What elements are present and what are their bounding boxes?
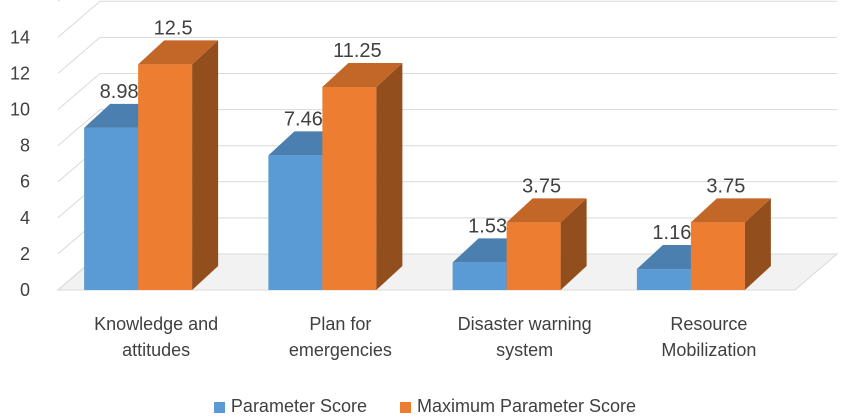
legend: Parameter Score Maximum Parameter Score xyxy=(0,396,850,417)
category-label: Mobilization xyxy=(661,340,756,360)
gridline-side xyxy=(57,37,101,74)
gridline-side xyxy=(57,0,101,38)
category-label: Knowledge and xyxy=(94,314,218,334)
y-tick-label: 12 xyxy=(10,63,30,83)
bar xyxy=(636,269,691,290)
data-label: 7.46 xyxy=(284,108,323,130)
bar xyxy=(690,222,745,290)
legend-item-parameter-score: Parameter Score xyxy=(213,396,367,417)
data-label: 3.75 xyxy=(522,175,561,197)
gridline-side xyxy=(57,109,101,146)
legend-swatch-parameter-score xyxy=(213,401,225,413)
data-label: 3.75 xyxy=(706,175,745,197)
data-label: 12.5 xyxy=(154,17,193,39)
bar xyxy=(506,222,561,290)
category-label: attitudes xyxy=(122,340,190,360)
y-tick-label: 4 xyxy=(20,208,30,228)
y-tick-label: 2 xyxy=(20,244,30,264)
bar-side xyxy=(560,198,587,290)
legend-item-maximum-parameter-score: Maximum Parameter Score xyxy=(400,396,636,417)
bar-top xyxy=(322,62,403,87)
legend-swatch-maximum-parameter-score xyxy=(400,401,411,413)
bar-top xyxy=(506,198,587,223)
bar xyxy=(268,155,323,290)
category-label: system xyxy=(496,340,553,360)
data-label: 8.98 xyxy=(100,81,139,103)
category-label: Disaster warning xyxy=(458,314,592,334)
data-label: 1.53 xyxy=(468,215,507,237)
bar-top xyxy=(138,40,219,65)
bar-top xyxy=(690,198,771,223)
data-label: 11.25 xyxy=(333,40,382,62)
y-tick-label: 8 xyxy=(20,136,30,156)
y-tick-label: 0 xyxy=(20,280,30,300)
bar-side xyxy=(192,40,219,290)
chart-svg: 0 2 4 6 8 10 12 14 8.98 12.5 Knowledge and attitude… xyxy=(10,0,839,360)
category-label: emergencies xyxy=(289,340,392,360)
y-tick-label: 14 xyxy=(10,27,30,47)
bar xyxy=(322,86,377,290)
bar xyxy=(84,127,139,290)
y-tick-label: 6 xyxy=(20,172,30,192)
gridline-side xyxy=(57,0,61,2)
bar xyxy=(452,262,507,290)
y-tick-label: 10 xyxy=(10,100,30,120)
bar xyxy=(138,64,193,290)
data-label: 1.16 xyxy=(652,222,691,244)
gridline-side xyxy=(57,73,101,110)
category-label: Plan for xyxy=(309,314,371,334)
bar-side xyxy=(376,62,403,290)
legend-label-maximum-parameter-score: Maximum Parameter Score xyxy=(417,396,637,416)
legend-label-parameter-score: Parameter Score xyxy=(230,396,367,416)
bar-side xyxy=(744,198,771,290)
category-label: Resource xyxy=(670,314,747,334)
